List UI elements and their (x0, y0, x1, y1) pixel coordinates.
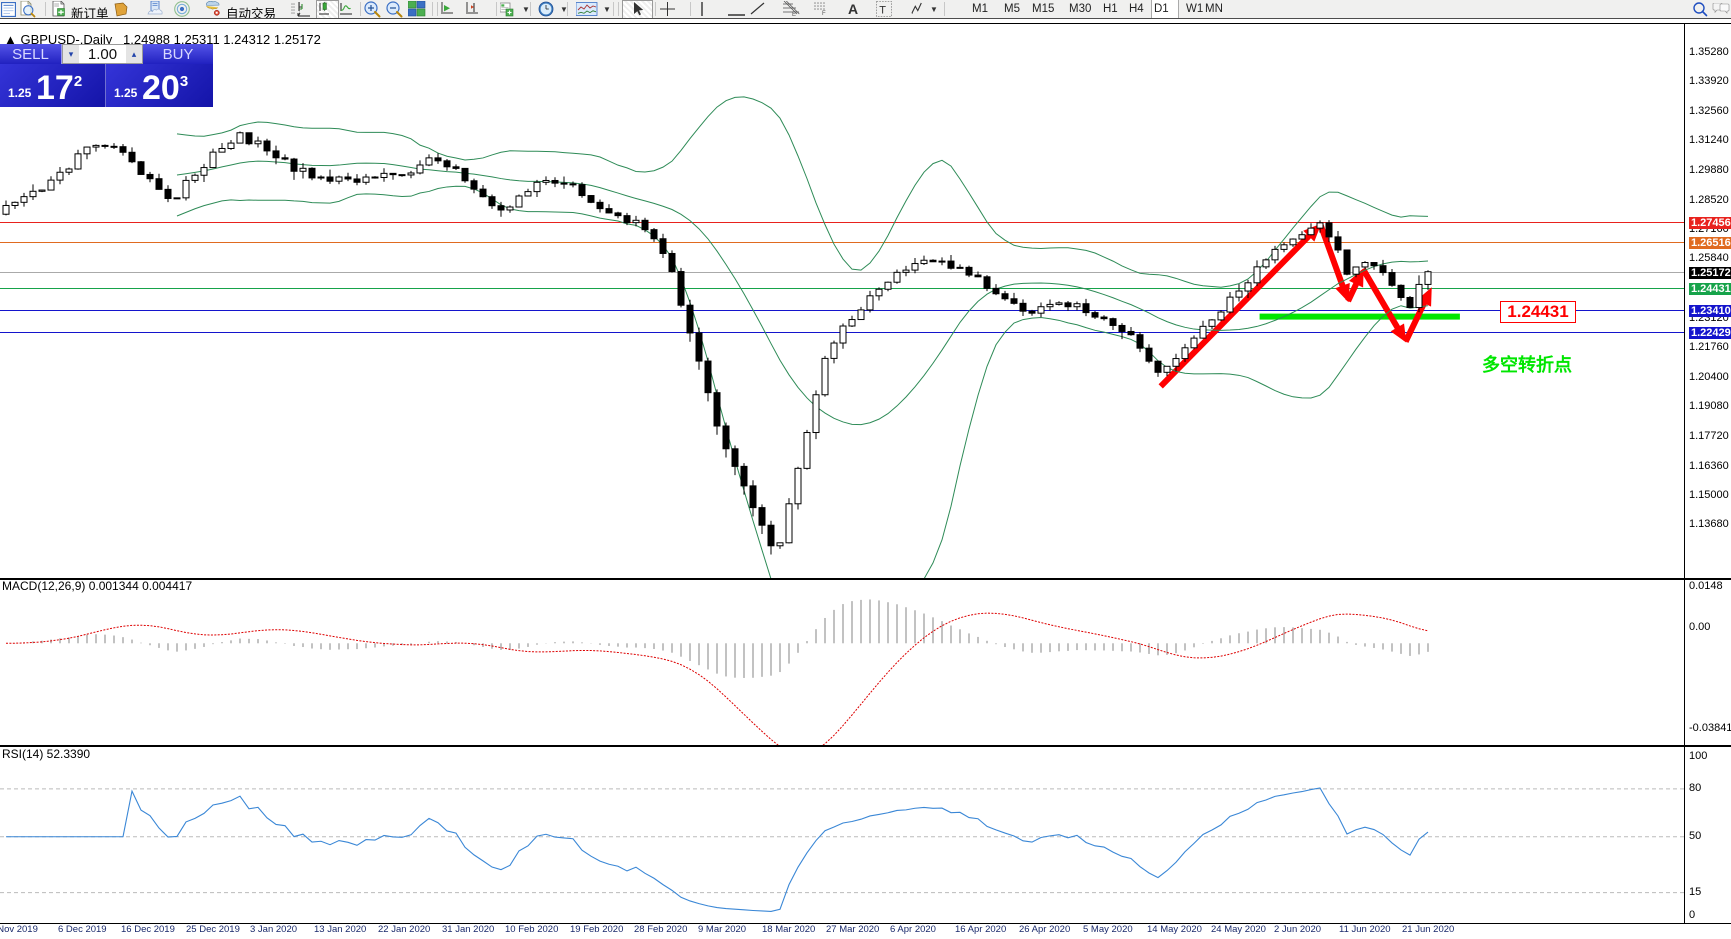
svg-text:E: E (792, 12, 796, 16)
svg-text:F: F (822, 11, 826, 15)
svg-text:T: T (879, 5, 886, 17)
